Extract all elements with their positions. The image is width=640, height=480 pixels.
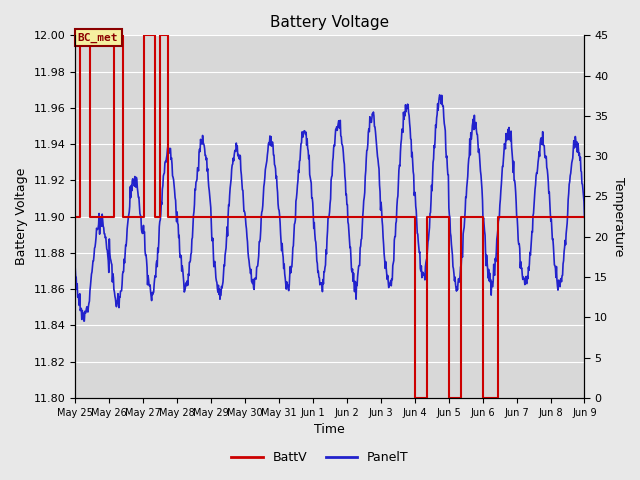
Text: BC_met: BC_met [78,33,118,43]
Y-axis label: Temperature: Temperature [612,177,625,256]
X-axis label: Time: Time [314,423,345,436]
Title: Battery Voltage: Battery Voltage [270,15,389,30]
Y-axis label: Battery Voltage: Battery Voltage [15,168,28,265]
Legend: BattV, PanelT: BattV, PanelT [227,446,413,469]
